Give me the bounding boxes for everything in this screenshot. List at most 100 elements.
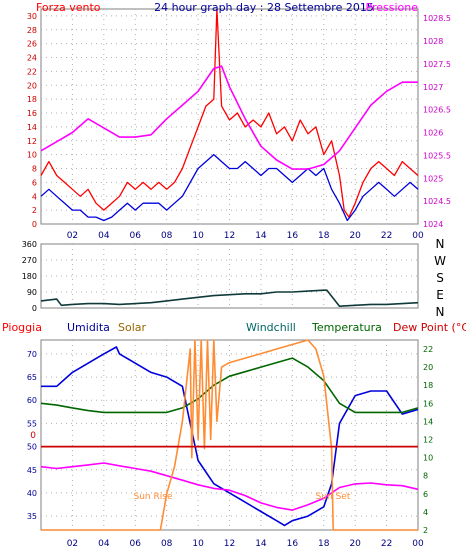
- x-tick-label: 16: [287, 231, 299, 241]
- y-right-tick-label: 22: [423, 345, 433, 354]
- legend-label: Solar: [118, 321, 147, 334]
- x-tick-label: 04: [98, 231, 110, 241]
- y-left-tick-label: 16: [27, 109, 37, 118]
- y-left-tick-label: 10: [27, 151, 37, 160]
- y-left-tick-label: 30: [27, 12, 37, 21]
- x-tick-label: 04: [98, 539, 110, 549]
- y-left-tick-label: 18: [27, 95, 37, 104]
- y-left-tick-label: 2: [32, 206, 37, 215]
- y-left-tick-label: 35: [27, 512, 37, 521]
- series-line-forza-vento: [40, 8, 419, 218]
- sun-rise-annotation: Sun Rise: [134, 492, 173, 502]
- y-left-tick-label: 0: [32, 304, 37, 313]
- y-right-tick-label: 20: [423, 363, 433, 372]
- y-left-tick-label: 20: [27, 81, 37, 90]
- y-right-tick-label: 12: [423, 436, 433, 445]
- panel1-grid: [41, 9, 418, 224]
- y-right-tick-label: 6: [423, 490, 428, 499]
- y-left-tick-label: 22: [27, 67, 37, 76]
- chart-title: 24 hour graph day : 28 Settembre 2015: [154, 1, 374, 14]
- y-right-tick-label: 1026: [423, 129, 443, 138]
- y-right-tick-label: 1024.5: [423, 197, 451, 206]
- y-left-tick-label: 12: [27, 137, 37, 146]
- x-tick-label: 06: [130, 539, 142, 549]
- y-left-tick-label: 26: [27, 40, 37, 49]
- panel1-right-label: Pressione: [366, 1, 419, 14]
- panel1-frame: [40, 8, 419, 225]
- panel3-right-axis-ticks: 2 4 6 8 10 12 14 16 18 20 22: [423, 345, 433, 535]
- x-tick-label: 06: [130, 231, 142, 241]
- y-right-tick-label: 1028: [423, 37, 443, 46]
- series-line-wind-direction: [40, 289, 419, 308]
- y-left-tick-label: 14: [27, 123, 37, 132]
- x-tick-label: 08: [161, 539, 173, 549]
- panel3-series: [40, 339, 419, 531]
- y-right-tick-label: 18: [423, 381, 433, 390]
- series-line-temperatura: [40, 357, 419, 414]
- y-left-tick-label: 28: [27, 26, 37, 35]
- y-left-tick-label: 8: [32, 165, 37, 174]
- x-tick-label: 16: [287, 539, 299, 549]
- compass-label: N: [436, 237, 445, 251]
- series-line-umidita: [41, 346, 419, 527]
- legend-label: Dew Point (°C): [393, 321, 466, 334]
- series-line-gust: [40, 153, 419, 222]
- compass-label: S: [436, 271, 444, 285]
- compass-label: W: [434, 254, 446, 268]
- x-tick-label: 14: [255, 231, 267, 241]
- y-left-tick-label: 24: [27, 54, 37, 63]
- compass-label: E: [436, 288, 444, 302]
- x-tick-label: 00: [412, 539, 424, 549]
- y-right-tick-label: 1027: [423, 83, 443, 92]
- y-right-tick-label: 1026.5: [423, 106, 451, 115]
- panel1-series: [40, 8, 419, 222]
- x-tick-label: 00: [412, 231, 424, 241]
- series-line-dew-point-c-: [40, 462, 419, 511]
- panel-temperature-humidity: 35 40 45 50 55 60 65 70 2 4 6 8 10 12 14 16 18 20 22 02 04…: [2, 321, 466, 549]
- legend-label: Windchill: [246, 321, 296, 334]
- y-left-tick-label: 90: [27, 288, 37, 297]
- legend-label: Umidita: [67, 321, 110, 334]
- y-right-tick-label: 1024: [423, 220, 443, 229]
- y-left-tick-label: 70: [27, 350, 37, 359]
- x-tick-label: 18: [318, 231, 330, 241]
- x-tick-label: 20: [349, 231, 361, 241]
- x-tick-label: 02: [67, 231, 78, 241]
- y-right-tick-label: 1028.5: [423, 14, 451, 23]
- y-left-tick-label: 45: [27, 466, 37, 475]
- y-left-tick-label: 4: [32, 192, 37, 201]
- y-left-tick-label: 50: [27, 443, 37, 452]
- y-left-tick-label: 270: [22, 256, 37, 265]
- x-tick-label: 18: [318, 539, 330, 549]
- panel2-series: [40, 289, 419, 308]
- panel1-left-label: Forza vento: [36, 1, 101, 14]
- panel1-x-axis-ticks: 02 04 06 08 10 12 14 16 18 20 22 00: [67, 231, 424, 241]
- y-right-tick-label: 1025.5: [423, 151, 451, 160]
- y-right-tick-label: 2: [423, 526, 428, 535]
- panel1-right-axis-ticks: 1024 1024.5 1025 1025.5 1026 1026.5 1027 1027.5…: [423, 14, 451, 229]
- y-right-tick-label: 16: [423, 399, 433, 408]
- y-right-tick-label: 8: [423, 472, 428, 481]
- y-left-tick-label: 6: [32, 178, 37, 187]
- x-tick-label: 12: [224, 231, 235, 241]
- legend-label: Temperatura: [311, 321, 382, 334]
- series-line-solar: [41, 339, 418, 531]
- y-left-tick-label: 0: [32, 220, 37, 229]
- compass-label: N: [436, 305, 445, 319]
- y-left-tick-label: 65: [27, 373, 37, 382]
- x-tick-label: 22: [381, 231, 392, 241]
- x-tick-label: 14: [255, 539, 267, 549]
- y-left-tick-label: 360: [22, 240, 37, 249]
- x-tick-label: 12: [224, 539, 235, 549]
- panel2-grid: [41, 244, 418, 308]
- x-tick-label: 20: [349, 539, 361, 549]
- series-line-pressione: [40, 65, 418, 170]
- sun-set-annotation: Sun Set: [316, 492, 351, 502]
- y-left-tick-label: 40: [27, 489, 37, 498]
- x-tick-label: 08: [161, 231, 173, 241]
